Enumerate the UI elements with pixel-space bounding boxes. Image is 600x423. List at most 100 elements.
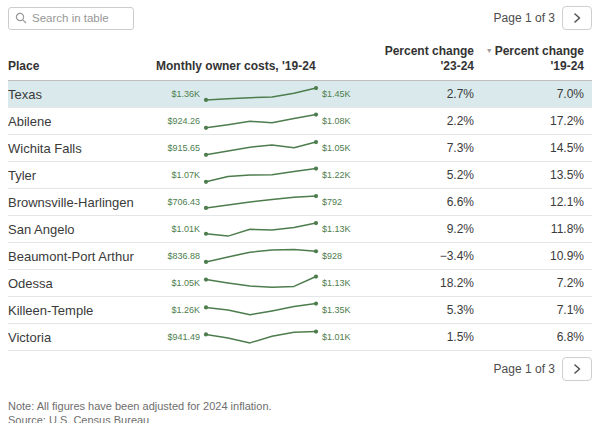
column-header-pct-19-24-label: Percent change '19-24: [495, 44, 584, 73]
note-line: Note: All figures have been adjusted for…: [8, 399, 592, 413]
pct-change-19-24-cell: 10.9%: [474, 249, 584, 263]
sparkline-cell: $941.49 $1.01K: [156, 325, 362, 349]
spark-end-value: $1.45K: [320, 89, 362, 99]
place-cell: Abilene: [8, 114, 156, 129]
search-input[interactable]: [32, 12, 122, 24]
sparkline-chart: [202, 271, 320, 295]
sparkline-chart: [202, 109, 320, 133]
table-header: Place Monthly owner costs, '19-24 Percen…: [8, 34, 592, 81]
spark-end-value: $1.13K: [320, 278, 362, 288]
table-row: Wichita Falls$915.65 $1.05K7.3%14.5%: [8, 135, 592, 162]
sort-desc-icon: ▼: [486, 47, 493, 54]
table-row: Texas$1.36K $1.45K2.7%7.0%: [8, 81, 592, 108]
spark-start-value: $924.26: [156, 116, 202, 126]
sparkline-cell: $1.36K $1.45K: [156, 82, 362, 106]
column-header-pct-23-24[interactable]: Percent change '23-24: [362, 44, 474, 74]
spark-end-value: $1.13K: [320, 224, 362, 234]
spark-start-value: $1.05K: [156, 278, 202, 288]
sparkline-chart: [202, 298, 320, 322]
spark-start-value: $1.36K: [156, 89, 202, 99]
pct-change-23-24-cell: 2.7%: [362, 87, 474, 101]
pct-change-23-24-cell: 2.2%: [362, 114, 474, 128]
place-cell: Tyler: [8, 168, 156, 183]
pct-change-19-24-cell: 17.2%: [474, 114, 584, 128]
table-row: San Angelo$1.01K $1.13K9.2%11.8%: [8, 216, 592, 243]
place-cell: Victoria: [8, 330, 156, 345]
sparkline-cell: $706.43$792: [156, 190, 362, 214]
footer-notes: Note: All figures have been adjusted for…: [0, 389, 600, 423]
sparkline-chart: [202, 136, 320, 160]
spark-end-value: $792: [320, 197, 362, 207]
sparkline-chart: [202, 244, 320, 268]
table-row: Odessa$1.05K $1.13K18.2%7.2%: [8, 270, 592, 297]
sparkline-cell: $915.65 $1.05K: [156, 136, 362, 160]
pct-change-19-24-cell: 12.1%: [474, 195, 584, 209]
pct-change-19-24-cell: 7.0%: [474, 87, 584, 101]
chevron-right-icon: [573, 364, 581, 374]
place-cell: Texas: [8, 87, 156, 102]
place-cell: Killeen-Temple: [8, 303, 156, 318]
data-table: Place Monthly owner costs, '19-24 Percen…: [0, 34, 600, 351]
column-header-place[interactable]: Place: [8, 59, 156, 74]
chevron-right-icon: [573, 13, 581, 23]
next-page-button[interactable]: [562, 6, 592, 30]
pct-change-23-24-cell: 1.5%: [362, 330, 474, 344]
spark-end-value: $1.22K: [320, 170, 362, 180]
spark-end-value: $1.05K: [320, 143, 362, 153]
place-cell: Brownsville-Harlingen: [8, 195, 156, 210]
sparkline-cell: $1.07K $1.22K: [156, 163, 362, 187]
place-cell: Wichita Falls: [8, 141, 156, 156]
sparkline-cell: $924.26 $1.08K: [156, 109, 362, 133]
column-header-pct-19-24[interactable]: ▼Percent change '19-24: [474, 44, 584, 74]
page-indicator: Page 1 of 3: [494, 11, 555, 25]
column-header-monthly-costs[interactable]: Monthly owner costs, '19-24: [156, 59, 362, 74]
table-widget: Page 1 of 3 Place Monthly owner costs, '…: [0, 0, 600, 423]
pct-change-19-24-cell: 6.8%: [474, 330, 584, 344]
sparkline-chart: [202, 82, 320, 106]
pagination-top: Page 1 of 3: [494, 6, 592, 30]
page-indicator-bottom: Page 1 of 3: [494, 362, 555, 376]
pct-change-19-24-cell: 11.8%: [474, 222, 584, 236]
table-row: Tyler$1.07K$1.22K5.2%13.5%: [8, 162, 592, 189]
place-cell: San Angelo: [8, 222, 156, 237]
source-line: Source: U.S. Census Bureau: [8, 413, 592, 423]
search-box[interactable]: [8, 7, 134, 30]
next-page-button-bottom[interactable]: [562, 357, 592, 381]
pagination-bottom: Page 1 of 3: [0, 351, 600, 389]
spark-end-value: $1.01K: [320, 332, 362, 342]
sparkline-chart: [202, 217, 320, 241]
sparkline-cell: $1.05K $1.13K: [156, 271, 362, 295]
pct-change-19-24-cell: 14.5%: [474, 141, 584, 155]
sparkline-chart: [202, 190, 320, 214]
place-cell: Odessa: [8, 276, 156, 291]
spark-start-value: $1.26K: [156, 305, 202, 315]
spark-start-value: $1.07K: [156, 170, 202, 180]
pct-change-23-24-cell: −3.4%: [362, 249, 474, 263]
pct-change-19-24-cell: 7.1%: [474, 303, 584, 317]
table-row: Killeen-Temple$1.26K $1.35K5.3%7.1%: [8, 297, 592, 324]
pct-change-23-24-cell: 6.6%: [362, 195, 474, 209]
table-row: Brownsville-Harlingen$706.43$7926.6%12.1…: [8, 189, 592, 216]
table-row: Victoria$941.49 $1.01K1.5%6.8%: [8, 324, 592, 351]
pct-change-23-24-cell: 9.2%: [362, 222, 474, 236]
sparkline-cell: $1.26K $1.35K: [156, 298, 362, 322]
pct-change-23-24-cell: 5.3%: [362, 303, 474, 317]
pct-change-23-24-cell: 18.2%: [362, 276, 474, 290]
table-row: Abilene$924.26 $1.08K2.2%17.2%: [8, 108, 592, 135]
place-cell: Beaumont-Port Arthur: [8, 249, 156, 264]
search-icon: [15, 12, 27, 24]
spark-end-value: $1.08K: [320, 116, 362, 126]
table-row: Beaumont-Port Arthur$836.88$928−3.4%10.9…: [8, 243, 592, 270]
spark-start-value: $1.01K: [156, 224, 202, 234]
pct-change-19-24-cell: 7.2%: [474, 276, 584, 290]
pct-change-23-24-cell: 7.3%: [362, 141, 474, 155]
sparkline-cell: $836.88$928: [156, 244, 362, 268]
pct-change-19-24-cell: 13.5%: [474, 168, 584, 182]
spark-end-value: $1.35K: [320, 305, 362, 315]
spark-end-value: $928: [320, 251, 362, 261]
table-body: Texas$1.36K$1.45K2.7%7.0%Abilene$924.26$…: [8, 81, 592, 351]
toolbar: Page 1 of 3: [0, 0, 600, 34]
spark-start-value: $915.65: [156, 143, 202, 153]
sparkline-chart: [202, 325, 320, 349]
spark-start-value: $941.49: [156, 332, 202, 342]
